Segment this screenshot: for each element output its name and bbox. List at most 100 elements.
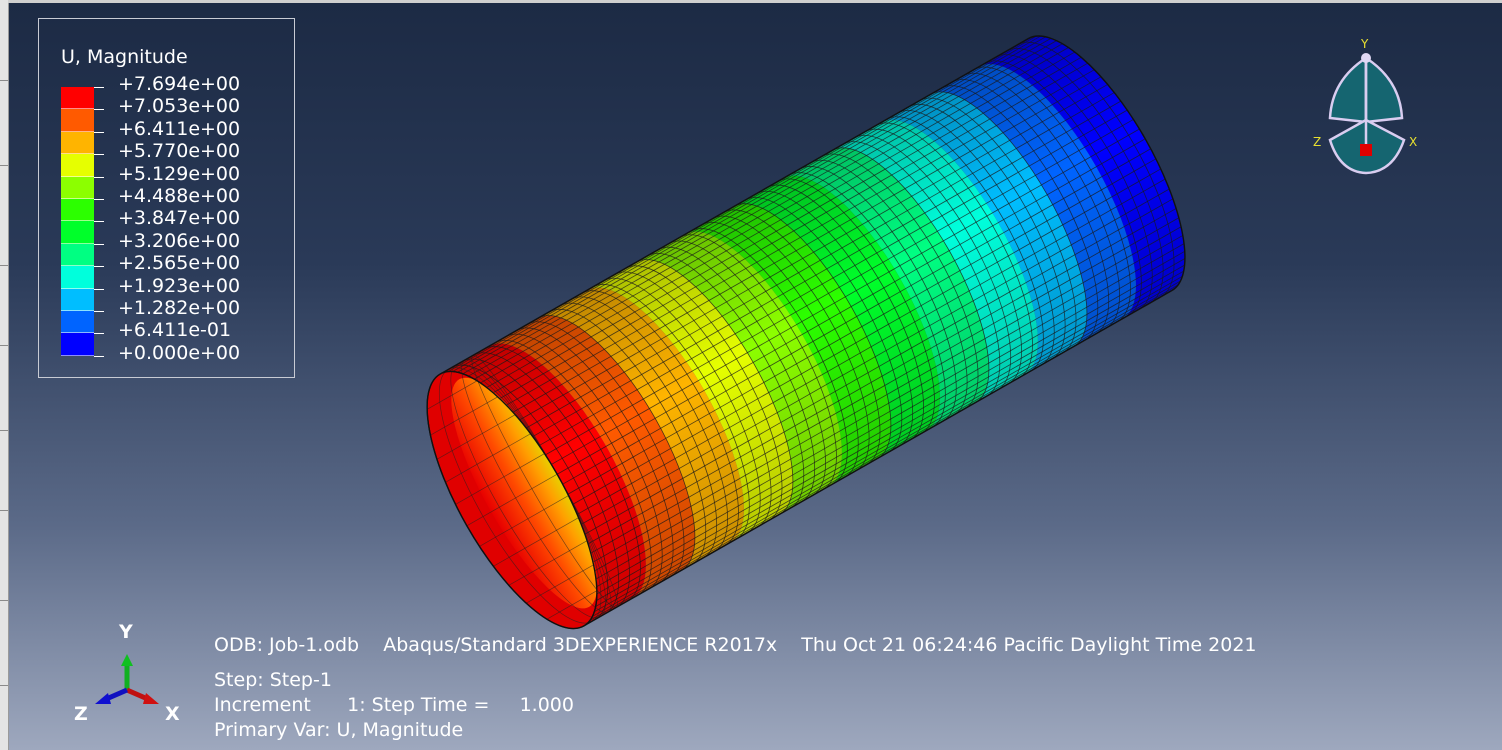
- legend-swatch: [61, 243, 94, 267]
- mesh-line: [973, 66, 1131, 322]
- mesh-line: [723, 209, 881, 465]
- mesh-line: [548, 308, 707, 565]
- mesh-line: [930, 91, 1088, 347]
- mesh-line: [995, 54, 1153, 310]
- mesh-line: [886, 116, 1044, 372]
- mesh-line: [603, 277, 761, 534]
- mesh-line: [744, 197, 903, 453]
- legend-tick: [94, 288, 104, 290]
- mesh-line: [625, 265, 783, 521]
- legend-tick: [94, 355, 104, 357]
- mesh-line: [919, 97, 1077, 353]
- mesh-line: [897, 110, 1055, 366]
- interior-mesh-line: [479, 495, 569, 547]
- legend-labels: +7.694e+00 +7.053e+00 +6.411e+00 +5.770e+00…: [118, 73, 240, 364]
- legend-tick: [94, 109, 104, 111]
- mesh-line: [864, 128, 1022, 385]
- primary-var-line: Primary Var: U, Magnitude: [214, 719, 464, 741]
- mesh-line: [581, 290, 739, 546]
- interior-mesh-line: [445, 433, 531, 483]
- legend-value: +3.847e+00: [118, 207, 241, 230]
- contour-legend[interactable]: U, Magnitude +7.694e+00 +7.053e+00 +6.411e…: [38, 18, 295, 378]
- mesh-line: [668, 240, 826, 496]
- mesh-line: [799, 166, 957, 422]
- mesh-line: [516, 327, 674, 583]
- legend-value: +5.770e+00: [118, 140, 241, 163]
- window-frame-left: [0, 0, 9, 750]
- silhouette-bottom: [583, 289, 1173, 627]
- interior-mesh-line: [493, 517, 579, 567]
- legend-swatch: [61, 109, 94, 132]
- interior-mesh-line: [526, 564, 594, 604]
- legend-value: +4.488e+00: [118, 185, 241, 208]
- legend-value: +1.923e+00: [118, 274, 241, 297]
- axis-y-label: Y: [119, 621, 133, 643]
- silhouette-top: [439, 38, 1029, 375]
- mesh-line: [951, 79, 1110, 335]
- mesh-line: [1006, 48, 1164, 304]
- legend-tick: [94, 154, 104, 156]
- back-rim: [1027, 35, 1186, 292]
- legend-tick: [94, 266, 104, 268]
- mesh-line: [646, 253, 805, 509]
- interior-mesh-line: [508, 540, 588, 586]
- window-frame-top: [8, 0, 1502, 3]
- mesh-line: [842, 141, 1001, 397]
- mesh-line: [635, 259, 794, 515]
- legend-swatch: [61, 333, 94, 356]
- interior-mesh-line: [455, 453, 545, 505]
- mesh-line: [559, 302, 718, 558]
- legend-swatch: [61, 154, 94, 177]
- legend-swatch: [61, 288, 94, 311]
- mesh-line: [832, 147, 990, 403]
- mesh-line: [755, 190, 914, 447]
- mesh-line: [733, 203, 892, 459]
- interior-mesh-line: [466, 473, 558, 527]
- mesh-line: [537, 315, 696, 571]
- legend-value: +7.694e+00: [118, 73, 241, 95]
- front-rim: [426, 370, 598, 630]
- interior-mesh-line: [436, 414, 516, 460]
- legend-swatch: [61, 221, 94, 244]
- legend-tick: [94, 333, 104, 335]
- mesh-line: [701, 221, 859, 478]
- mesh-line: [494, 339, 652, 596]
- mesh-line: [984, 60, 1142, 316]
- increment-info-line: Increment 1: Step Time = 1.000: [214, 694, 574, 716]
- mesh-line: [712, 215, 870, 472]
- legend-tick: [94, 131, 104, 133]
- legend-swatch: [61, 266, 94, 289]
- legend-value: +7.053e+00: [118, 95, 241, 118]
- legend-tick: [94, 243, 104, 245]
- legend-tick: [94, 199, 104, 200]
- legend-value: +6.411e-01: [118, 319, 232, 342]
- axis-x-label: X: [165, 703, 180, 725]
- mesh-line: [853, 135, 1012, 391]
- mesh-line: [592, 284, 750, 540]
- legend-value: +1.282e+00: [118, 297, 241, 320]
- mesh-line: [1017, 41, 1175, 298]
- legend-swatch: [61, 131, 94, 155]
- legend-swatch: [61, 198, 94, 222]
- mesh-line: [450, 364, 609, 621]
- legend-value: +6.411e+00: [118, 117, 241, 140]
- mesh-line: [821, 153, 979, 409]
- legend-value: +0.000e+00: [118, 341, 241, 364]
- legend-tick: [94, 221, 104, 223]
- mesh-line: [505, 333, 663, 590]
- mesh-line: [940, 85, 1099, 341]
- legend-tick: [94, 311, 104, 312]
- legend-color-bar: [61, 87, 94, 356]
- odb-info-line: ODB: Job-1.odb Abaqus/Standard 3DEXPERIE…: [214, 634, 1257, 656]
- legend-swatch: [61, 310, 94, 334]
- mesh-line: [788, 172, 946, 428]
- legend-swatch: [61, 176, 94, 199]
- mesh-line: [472, 352, 630, 608]
- legend-value: +5.129e+00: [118, 162, 241, 185]
- mesh-line: [690, 228, 848, 484]
- mesh-line: [962, 72, 1120, 329]
- mesh-line: [875, 122, 1033, 378]
- mesh-line: [657, 246, 816, 503]
- mesh-line: [908, 103, 1066, 360]
